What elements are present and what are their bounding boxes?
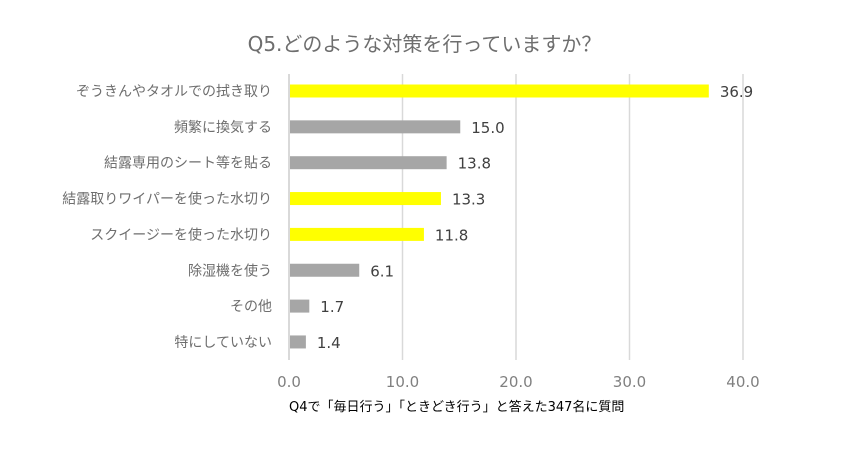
x-tick-label: 40.0 <box>726 373 759 391</box>
data-label: 13.8 <box>458 155 491 173</box>
data-label: 1.4 <box>317 334 341 352</box>
category-label: 結露取りワイパーを使った水切り <box>62 191 272 208</box>
data-label: 36.9 <box>720 83 753 101</box>
category-label: スクイージーを使った水切り <box>90 226 272 243</box>
bar <box>290 156 447 170</box>
category-label: ぞうきんやタオルでの拭き取り <box>76 84 272 100</box>
chart-note: Q4で「毎日行う」「ときどき行う」と答えた347名に質問 <box>289 400 625 415</box>
data-label: 6.1 <box>370 262 394 280</box>
category-label: 頻繁に換気する <box>174 120 272 136</box>
bar <box>290 335 306 349</box>
x-tick-label: 20.0 <box>499 373 532 391</box>
bar <box>290 84 709 98</box>
bar <box>290 227 424 241</box>
bar <box>290 263 360 277</box>
category-label: その他 <box>230 299 272 315</box>
data-label: 15.0 <box>471 119 504 137</box>
category-label: 除湿機を使う <box>188 262 272 279</box>
category-label: 結露専用のシート等を貼る <box>104 155 272 172</box>
data-label: 11.8 <box>435 226 468 244</box>
data-label: 13.3 <box>452 191 485 209</box>
data-label: 1.7 <box>320 298 344 316</box>
bar <box>290 299 310 313</box>
x-tick-label: 0.0 <box>277 373 301 391</box>
x-tick-label: 10.0 <box>386 373 419 391</box>
bar <box>290 120 461 134</box>
chart-title: Q5.どのような対策を行っていますか？ <box>247 32 602 56</box>
bar <box>290 192 441 206</box>
category-label: 特にしていない <box>174 335 272 351</box>
x-tick-label: 30.0 <box>613 373 646 391</box>
